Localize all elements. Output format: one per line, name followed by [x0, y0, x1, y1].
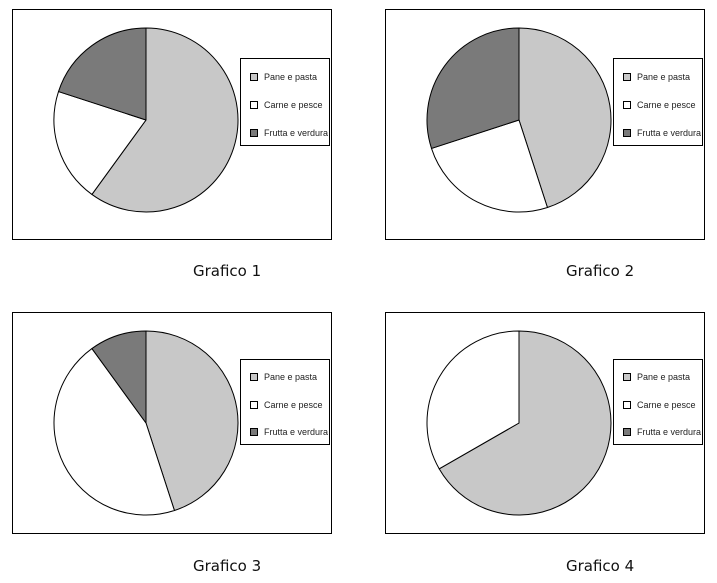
pie-slice-pane-e-pasta: [91, 27, 239, 213]
legend-label: Frutta e verdura: [637, 427, 702, 437]
legend-label: Frutta e verdura: [264, 427, 329, 437]
legend-item-carne-e-pesce: Carne e pesce: [623, 399, 696, 411]
legend-item-pane-e-pasta: Pane e pasta: [623, 371, 690, 383]
pie-slice-frutta-e-verdura: [91, 330, 147, 424]
legend-item-frutta-e-verdura: Frutta e verdura: [250, 127, 328, 139]
legend: Pane e pasta Carne e pesce Frutta e verd…: [613, 58, 703, 146]
legend-swatch-pane-e-pasta: [250, 73, 258, 81]
chart-caption: Grafico 3: [193, 557, 262, 575]
pie-slice-carne-e-pesce: [431, 119, 548, 213]
legend-swatch-carne-e-pesce: [250, 101, 258, 109]
pie-chart: [53, 330, 239, 516]
legend-item-pane-e-pasta: Pane e pasta: [623, 71, 690, 83]
legend-label: Carne e pesce: [637, 100, 696, 110]
chart-frame: Pane e pasta Carne e pesce Frutta e verd…: [12, 9, 332, 240]
legend-swatch-pane-e-pasta: [623, 373, 631, 381]
legend-item-carne-e-pesce: Carne e pesce: [250, 99, 323, 111]
legend-label: Pane e pasta: [637, 372, 691, 382]
chart-frame: Pane e pasta Carne e pesce Frutta e verd…: [385, 9, 705, 240]
legend-swatch-frutta-e-verdura: [623, 428, 631, 436]
pie-slice-frutta-e-verdura: [426, 27, 520, 149]
legend: Pane e pasta Carne e pesce Frutta e verd…: [240, 359, 330, 445]
legend: Pane e pasta Carne e pesce Frutta e verd…: [613, 359, 703, 445]
chart-caption: Grafico 4: [566, 557, 635, 575]
legend-swatch-carne-e-pesce: [250, 401, 258, 409]
chart-frame: Pane e pasta Carne e pesce Frutta e verd…: [12, 312, 332, 534]
legend-item-frutta-e-verdura: Frutta e verdura: [250, 426, 328, 438]
legend-label: Carne e pesce: [637, 400, 696, 410]
pie-slice-carne-e-pesce: [426, 330, 520, 470]
legend-label: Frutta e verdura: [637, 128, 702, 138]
legend-swatch-carne-e-pesce: [623, 101, 631, 109]
legend-label: Carne e pesce: [264, 400, 323, 410]
pie-chart: [53, 27, 239, 213]
legend-swatch-pane-e-pasta: [250, 373, 258, 381]
legend-swatch-pane-e-pasta: [623, 73, 631, 81]
legend-swatch-frutta-e-verdura: [623, 129, 631, 137]
legend-label: Frutta e verdura: [264, 128, 329, 138]
legend-label: Pane e pasta: [637, 72, 691, 82]
chart-caption: Grafico 2: [566, 262, 635, 280]
legend: Pane e pasta Carne e pesce Frutta e verd…: [240, 58, 330, 146]
legend-item-carne-e-pesce: Carne e pesce: [250, 399, 323, 411]
legend-swatch-frutta-e-verdura: [250, 129, 258, 137]
legend-swatch-carne-e-pesce: [623, 401, 631, 409]
chart-frame: Pane e pasta Carne e pesce Frutta e verd…: [385, 312, 705, 534]
legend-label: Pane e pasta: [264, 72, 318, 82]
pie-slice-carne-e-pesce: [53, 91, 147, 195]
pie-slice-pane-e-pasta: [438, 330, 612, 516]
legend-label: Pane e pasta: [264, 372, 318, 382]
legend-item-carne-e-pesce: Carne e pesce: [623, 99, 696, 111]
legend-item-pane-e-pasta: Pane e pasta: [250, 371, 317, 383]
legend-swatch-frutta-e-verdura: [250, 428, 258, 436]
pie-chart: [426, 27, 612, 213]
pie-slice-pane-e-pasta: [145, 330, 239, 511]
legend-item-pane-e-pasta: Pane e pasta: [250, 71, 317, 83]
pie-chart: [426, 330, 612, 516]
pie-slice-carne-e-pesce: [53, 348, 175, 516]
chart-caption: Grafico 1: [193, 262, 262, 280]
pie-slice-frutta-e-verdura: [58, 27, 147, 121]
legend-label: Carne e pesce: [264, 100, 323, 110]
legend-item-frutta-e-verdura: Frutta e verdura: [623, 127, 701, 139]
legend-item-frutta-e-verdura: Frutta e verdura: [623, 426, 701, 438]
pie-slice-pane-e-pasta: [518, 27, 612, 208]
